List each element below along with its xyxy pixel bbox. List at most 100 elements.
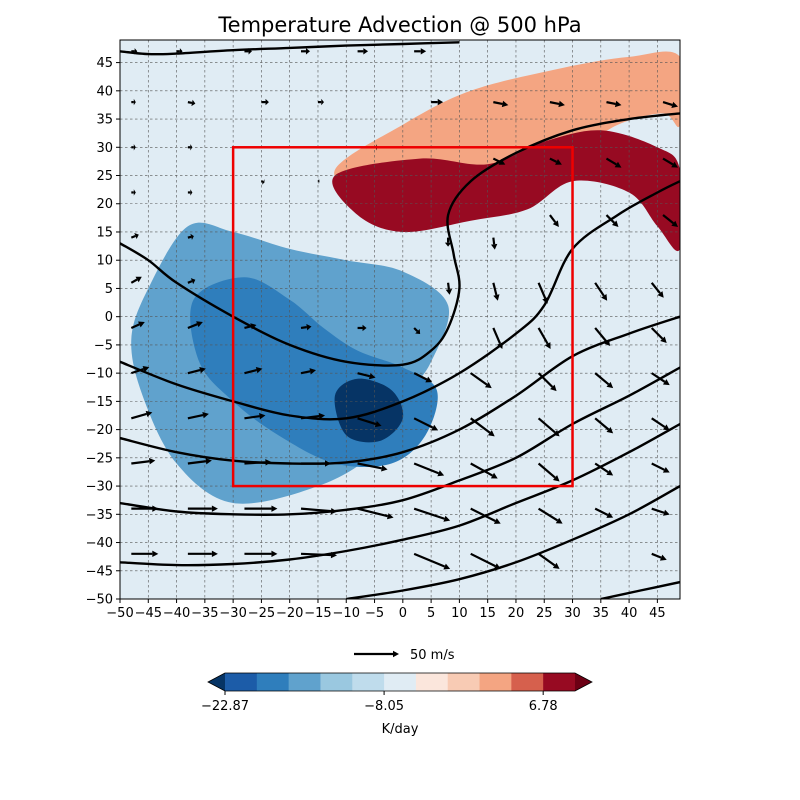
y-tick-label: −25 — [86, 451, 113, 466]
wind-vector — [492, 282, 500, 301]
wind-vector-head — [606, 381, 614, 389]
wind-vector-shaft — [594, 327, 608, 343]
vector-key-label: 50 m/s — [410, 648, 455, 663]
wind-vector-shaft — [131, 412, 147, 420]
wind-vector-head — [374, 420, 382, 428]
wind-vector-head — [190, 189, 193, 196]
wind-vector-shaft — [605, 157, 617, 166]
wind-vector-shaft — [300, 370, 311, 375]
wind-vector — [357, 324, 367, 332]
wind-vector-shaft — [357, 462, 382, 470]
wind-vector-head — [325, 460, 332, 467]
wind-vector — [357, 507, 394, 520]
wind-vector-shaft — [413, 552, 446, 568]
wind-vector-head — [552, 429, 560, 437]
wind-vector-head — [190, 144, 193, 151]
wind-vector-shaft — [244, 369, 257, 375]
wind-vector-shaft — [594, 282, 605, 297]
y-tick-label: 25 — [96, 169, 113, 184]
colorbar-swatch — [256, 673, 290, 691]
y-tick-label: −45 — [86, 564, 113, 579]
wind-vector-shaft — [605, 214, 615, 224]
x-tick-label: 25 — [536, 606, 553, 621]
colorbar-swatch — [447, 673, 481, 691]
wind-vector-head — [606, 512, 614, 518]
wind-vector — [300, 551, 338, 559]
wind-vector — [662, 101, 679, 108]
wind-vector-shaft — [470, 507, 496, 522]
wind-vector-head — [659, 554, 667, 561]
wind-vector — [187, 505, 218, 512]
wind-vector-head — [179, 48, 183, 55]
wind-vector — [260, 179, 265, 185]
wind-vector-shaft — [492, 327, 501, 344]
wind-vector-head — [550, 384, 557, 392]
x-tick-label: −25 — [248, 606, 275, 621]
highlight-box — [231, 146, 574, 488]
x-tick-label: −15 — [304, 606, 331, 621]
wind-vector-shaft — [357, 372, 371, 378]
wind-vector — [130, 366, 150, 375]
wind-vector-head — [318, 412, 326, 420]
wind-vector — [549, 100, 565, 108]
wind-vector-head — [265, 459, 272, 466]
wind-vector — [470, 372, 492, 389]
wind-vector — [651, 417, 670, 431]
wind-vector-head — [145, 410, 153, 418]
wind-vector-shaft — [130, 234, 136, 239]
wind-vector-shaft — [651, 552, 662, 559]
wind-vector — [187, 189, 193, 196]
x-tick-label: −30 — [219, 606, 246, 621]
wind-vector-head — [415, 329, 421, 334]
x-tick-label: −45 — [135, 606, 162, 621]
wind-vector — [131, 550, 159, 558]
wind-vector — [187, 458, 212, 465]
wind-vector-head — [135, 276, 142, 283]
colorbar-tick-label: −22.87 — [201, 699, 249, 714]
wind-vector-shaft — [413, 507, 445, 520]
wind-vector-shaft — [413, 372, 428, 381]
y-tick-label: 40 — [96, 84, 113, 99]
wind-vector — [492, 157, 506, 165]
wind-vector-head — [205, 458, 212, 465]
wind-vector — [187, 411, 209, 420]
wind-vector-head — [133, 144, 136, 151]
wind-vector-head — [271, 505, 278, 512]
height-contour — [120, 366, 680, 516]
wind-vector-head — [614, 161, 622, 168]
colorbar-swatch — [288, 673, 321, 691]
wind-vector-head — [318, 177, 320, 185]
wind-vector — [176, 48, 183, 55]
wind-vector — [594, 372, 614, 389]
wind-vector — [594, 417, 614, 434]
wind-vector — [444, 237, 452, 247]
wind-vector-shaft — [413, 462, 439, 475]
wind-vector — [131, 458, 156, 465]
wind-vector-head — [138, 321, 145, 328]
advection-fill-layer — [131, 51, 680, 504]
wind-vector-head — [425, 376, 433, 383]
wind-vector-head — [493, 518, 501, 524]
wind-vector-shaft — [662, 214, 675, 225]
wind-vector — [605, 157, 622, 168]
wind-vector-head — [544, 342, 551, 349]
wind-vector — [187, 278, 196, 285]
wind-vector-head — [603, 339, 611, 346]
height-contour — [120, 41, 460, 56]
x-axis: −50 −45 −40 −35 −30 −25 −20 −15 −10 −5 0 5 10 15 20 25 3… — [106, 599, 666, 621]
y-tick-label: −30 — [86, 480, 113, 495]
wind-vector-head — [555, 517, 563, 524]
wind-vector-shaft — [651, 417, 666, 428]
vector-key: 50 m/s — [354, 648, 455, 663]
wind-vector-shaft — [651, 462, 665, 471]
wind-vector — [300, 368, 317, 375]
wind-vector-shaft — [260, 180, 264, 183]
wind-vector — [537, 552, 560, 569]
wind-vector — [261, 98, 269, 106]
y-tick-label: 20 — [96, 197, 113, 212]
wind-vector-shaft — [594, 417, 610, 431]
wind-vector — [413, 417, 439, 431]
x-tick-label: −40 — [163, 606, 190, 621]
wind-vector — [300, 323, 312, 331]
